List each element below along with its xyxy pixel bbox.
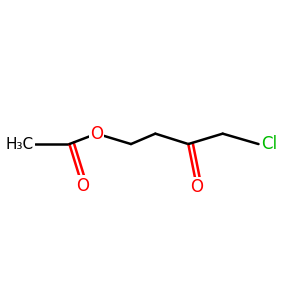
Text: H₃C: H₃C [5,136,34,152]
Text: O: O [90,125,103,143]
Text: O: O [76,177,89,195]
Text: O: O [190,178,203,196]
Text: Cl: Cl [261,135,278,153]
